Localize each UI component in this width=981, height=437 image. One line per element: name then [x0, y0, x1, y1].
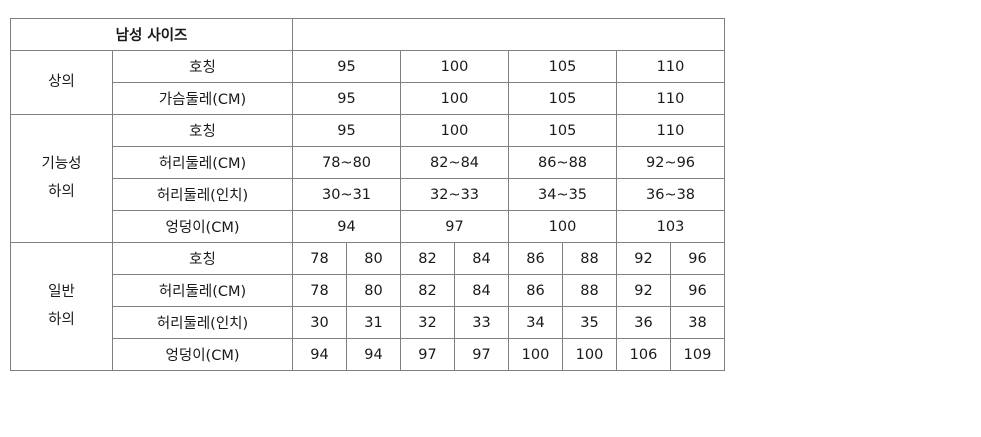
- data-cell: 110: [616, 82, 725, 115]
- data-cell: 95: [292, 82, 401, 115]
- table-header-row: 남성 사이즈: [10, 18, 725, 51]
- group-label-line1: 일반: [48, 283, 75, 300]
- data-cell: 38: [670, 306, 725, 339]
- measure-label: 허리둘레(인치): [112, 178, 293, 211]
- data-cell: 88: [562, 242, 617, 275]
- mens-size-table: 남성 사이즈 상의 호칭 95 100 105 110 가슴둘레(CM) 95 100 105 110…: [10, 18, 725, 371]
- data-cell: 34~35: [508, 178, 617, 211]
- data-cell: 100: [400, 114, 509, 147]
- data-cell: 94: [292, 210, 401, 243]
- data-cell: 109: [670, 338, 725, 371]
- data-cell: 96: [670, 274, 725, 307]
- group-label-1: 상의: [10, 50, 113, 115]
- table-row: 허리둘레(인치) 30 31 32 33 34 35 36 38: [11, 306, 725, 339]
- data-cell: 30: [292, 306, 347, 339]
- group-label-line2: 하의: [48, 311, 75, 328]
- data-cell: 97: [454, 338, 509, 371]
- measure-label: 가슴둘레(CM): [112, 82, 293, 115]
- data-cell: 34: [508, 306, 563, 339]
- size-table-body: 남성 사이즈 상의 호칭 95 100 105 110 가슴둘레(CM) 95 100 105 110…: [10, 18, 725, 371]
- data-cell: 92: [616, 274, 671, 307]
- data-cell: 78: [292, 274, 347, 307]
- data-cell: 31: [346, 306, 401, 339]
- data-cell: 106: [616, 338, 671, 371]
- measure-label: 허리둘레(CM): [112, 274, 293, 307]
- data-cell: 82~84: [400, 146, 509, 179]
- data-cell: 95: [292, 114, 401, 147]
- size-chart-container: 남성 사이즈 상의 호칭 95 100 105 110 가슴둘레(CM) 95 100 105 110…: [10, 18, 725, 371]
- data-cell: 95: [292, 50, 401, 83]
- measure-label: 호칭: [112, 242, 293, 275]
- measure-label: 허리둘레(CM): [112, 146, 293, 179]
- table-row: 기능성 하의 호칭 95 100 105 110: [10, 114, 725, 243]
- table-row: 허리둘레(인치) 30~31 32~33 34~35 36~38: [11, 178, 725, 211]
- data-cell: 82: [400, 274, 455, 307]
- data-cell: 80: [346, 274, 401, 307]
- table-row: 허리둘레(CM) 78~80 82~84 86~88 92~96: [11, 146, 725, 179]
- data-cell: 100: [562, 338, 617, 371]
- data-cell: 100: [400, 50, 509, 83]
- data-cell: 86~88: [508, 146, 617, 179]
- data-cell: 94: [292, 338, 347, 371]
- data-cell: 100: [400, 82, 509, 115]
- table-row: 상의 호칭 95 100 105 110: [10, 50, 725, 115]
- data-cell: 80: [346, 242, 401, 275]
- data-cell: 94: [346, 338, 401, 371]
- data-cell: 36~38: [616, 178, 725, 211]
- data-cell: 105: [508, 82, 617, 115]
- measure-label: 엉덩이(CM): [112, 338, 293, 371]
- table-row: 엉덩이(CM) 94 94 97 97 100 100 106 109: [11, 338, 725, 371]
- data-cell: 96: [670, 242, 725, 275]
- data-cell: 78~80: [292, 146, 401, 179]
- data-cell: 84: [454, 274, 509, 307]
- table-row: 허리둘레(CM) 78 80 82 84 86 88 92 96: [11, 274, 725, 307]
- data-cell: 92~96: [616, 146, 725, 179]
- data-cell: 78: [292, 242, 347, 275]
- data-cell: 32: [400, 306, 455, 339]
- measure-label: 호칭: [112, 114, 293, 147]
- chart-title-cell: 남성 사이즈: [10, 18, 293, 51]
- measure-label: 호칭: [112, 50, 293, 83]
- group-label-line2: 하의: [48, 183, 75, 200]
- measure-label: 허리둘레(인치): [112, 306, 293, 339]
- group-label-line1: 기능성: [41, 155, 82, 172]
- data-cell: 86: [508, 242, 563, 275]
- data-cell: 92: [616, 242, 671, 275]
- data-cell: 105: [508, 50, 617, 83]
- data-cell: 105: [508, 114, 617, 147]
- data-cell: 110: [616, 50, 725, 83]
- data-cell: 88: [562, 274, 617, 307]
- data-cell: 103: [616, 210, 725, 243]
- data-cell: 30~31: [292, 178, 401, 211]
- data-cell: 35: [562, 306, 617, 339]
- table-row: 일반 하의 호칭 78 80 82 84 86 88 92 96: [10, 242, 725, 371]
- measure-label: 엉덩이(CM): [112, 210, 293, 243]
- data-cell: 82: [400, 242, 455, 275]
- data-cell: 100: [508, 210, 617, 243]
- data-cell: 110: [616, 114, 725, 147]
- data-cell: 33: [454, 306, 509, 339]
- header-spacer-cell: [292, 18, 725, 51]
- table-row: 가슴둘레(CM) 95 100 105 110: [11, 82, 725, 115]
- data-cell: 100: [508, 338, 563, 371]
- data-cell: 84: [454, 242, 509, 275]
- data-cell: 32~33: [400, 178, 509, 211]
- data-cell: 86: [508, 274, 563, 307]
- data-cell: 97: [400, 210, 509, 243]
- data-cell: 97: [400, 338, 455, 371]
- data-cell: 36: [616, 306, 671, 339]
- table-row: 엉덩이(CM) 94 97 100 103: [11, 210, 725, 243]
